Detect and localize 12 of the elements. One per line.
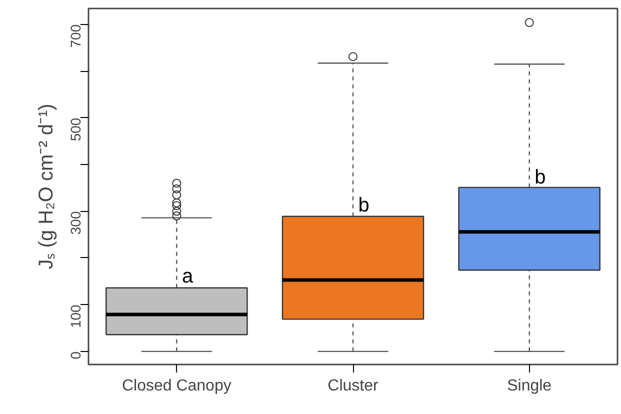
x-tick-label: Closed Canopy bbox=[122, 378, 232, 394]
x-tick-label: Cluster bbox=[328, 378, 380, 394]
x-tick-label: Single bbox=[507, 378, 552, 394]
y-axis-title: Jₛ (g H₂O cm⁻² d⁻¹) bbox=[36, 104, 58, 270]
y-tick-label: 300 bbox=[68, 211, 84, 235]
y-tick-label: 100 bbox=[68, 304, 84, 328]
annotation: b bbox=[534, 166, 546, 189]
y-tick-label: 700 bbox=[68, 24, 84, 48]
annotation: b bbox=[358, 194, 370, 217]
y-tick-label: 0 bbox=[68, 351, 84, 360]
y-tick-label: 500 bbox=[68, 118, 84, 142]
annotation: a bbox=[182, 266, 194, 288]
